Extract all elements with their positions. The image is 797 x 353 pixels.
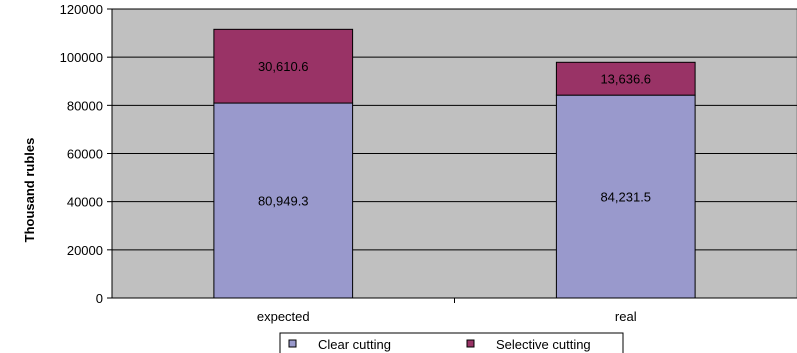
x-category-label: real	[615, 309, 637, 324]
bar-clear-cutting	[555, 94, 696, 299]
axes	[107, 8, 797, 303]
y-tick-label: 20000	[67, 243, 103, 258]
y-axis-title: Thousand rubles	[22, 138, 37, 243]
bars	[213, 28, 696, 299]
x-category-label: expected	[257, 309, 310, 324]
data-label: 13,636.6	[600, 72, 651, 87]
bar-selective-cutting	[213, 28, 354, 104]
x-category-labels: expected real	[257, 309, 637, 324]
y-tick-labels: 0 20000 40000 60000 80000 100000 120000	[60, 2, 103, 306]
legend-swatch	[466, 339, 475, 348]
legend-label: Selective cutting	[496, 337, 591, 352]
y-tick-label: 0	[96, 291, 103, 306]
data-label: 30,610.6	[258, 59, 309, 74]
y-tick-label: 80000	[67, 98, 103, 113]
legend-label: Clear cutting	[318, 337, 391, 352]
y-tick-label: 60000	[67, 147, 103, 162]
legend-box	[279, 332, 624, 353]
bar-clear-cutting	[213, 102, 354, 299]
y-tick-label: 40000	[67, 195, 103, 210]
data-label: 80,949.3	[258, 194, 309, 209]
legend: Clear cutting Selective cutting	[279, 332, 624, 353]
data-labels: 80,949.3 30,610.6 84,231.5 13,636.6	[258, 59, 651, 208]
y-tick-label: 120000	[60, 2, 103, 17]
data-label: 84,231.5	[600, 190, 651, 205]
bar-selective-cutting	[555, 61, 696, 96]
y-tick-label: 100000	[60, 50, 103, 65]
legend-swatch	[288, 339, 297, 348]
